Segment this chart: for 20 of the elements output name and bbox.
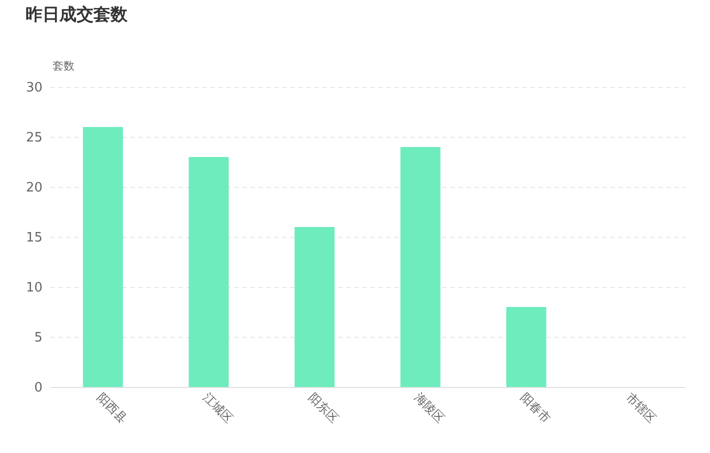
y-tick-label: 0: [34, 380, 42, 396]
y-tick-label: 5: [34, 330, 42, 346]
chart-title: 昨日成交套数: [25, 5, 128, 25]
bar: [400, 147, 440, 387]
x-tick-label: 市辖区: [624, 390, 659, 426]
x-tick-label: 阳西县: [94, 390, 130, 426]
bar: [294, 227, 335, 387]
y-tick-label: 20: [26, 180, 42, 196]
bar: [506, 307, 546, 387]
y-axis-title: 套数: [52, 60, 74, 72]
y-tick-label: 10: [26, 280, 42, 296]
y-tick-label: 15: [26, 230, 42, 246]
x-tick-label: 阳东区: [306, 390, 342, 426]
x-tick-label: 海陵区: [412, 390, 448, 426]
y-tick-label: 25: [26, 130, 42, 146]
bar: [188, 157, 229, 387]
bar: [82, 127, 123, 387]
x-tick-label: 阳春市: [518, 390, 554, 426]
y-tick-label: 30: [26, 80, 42, 96]
x-tick-label: 江城区: [200, 390, 236, 426]
